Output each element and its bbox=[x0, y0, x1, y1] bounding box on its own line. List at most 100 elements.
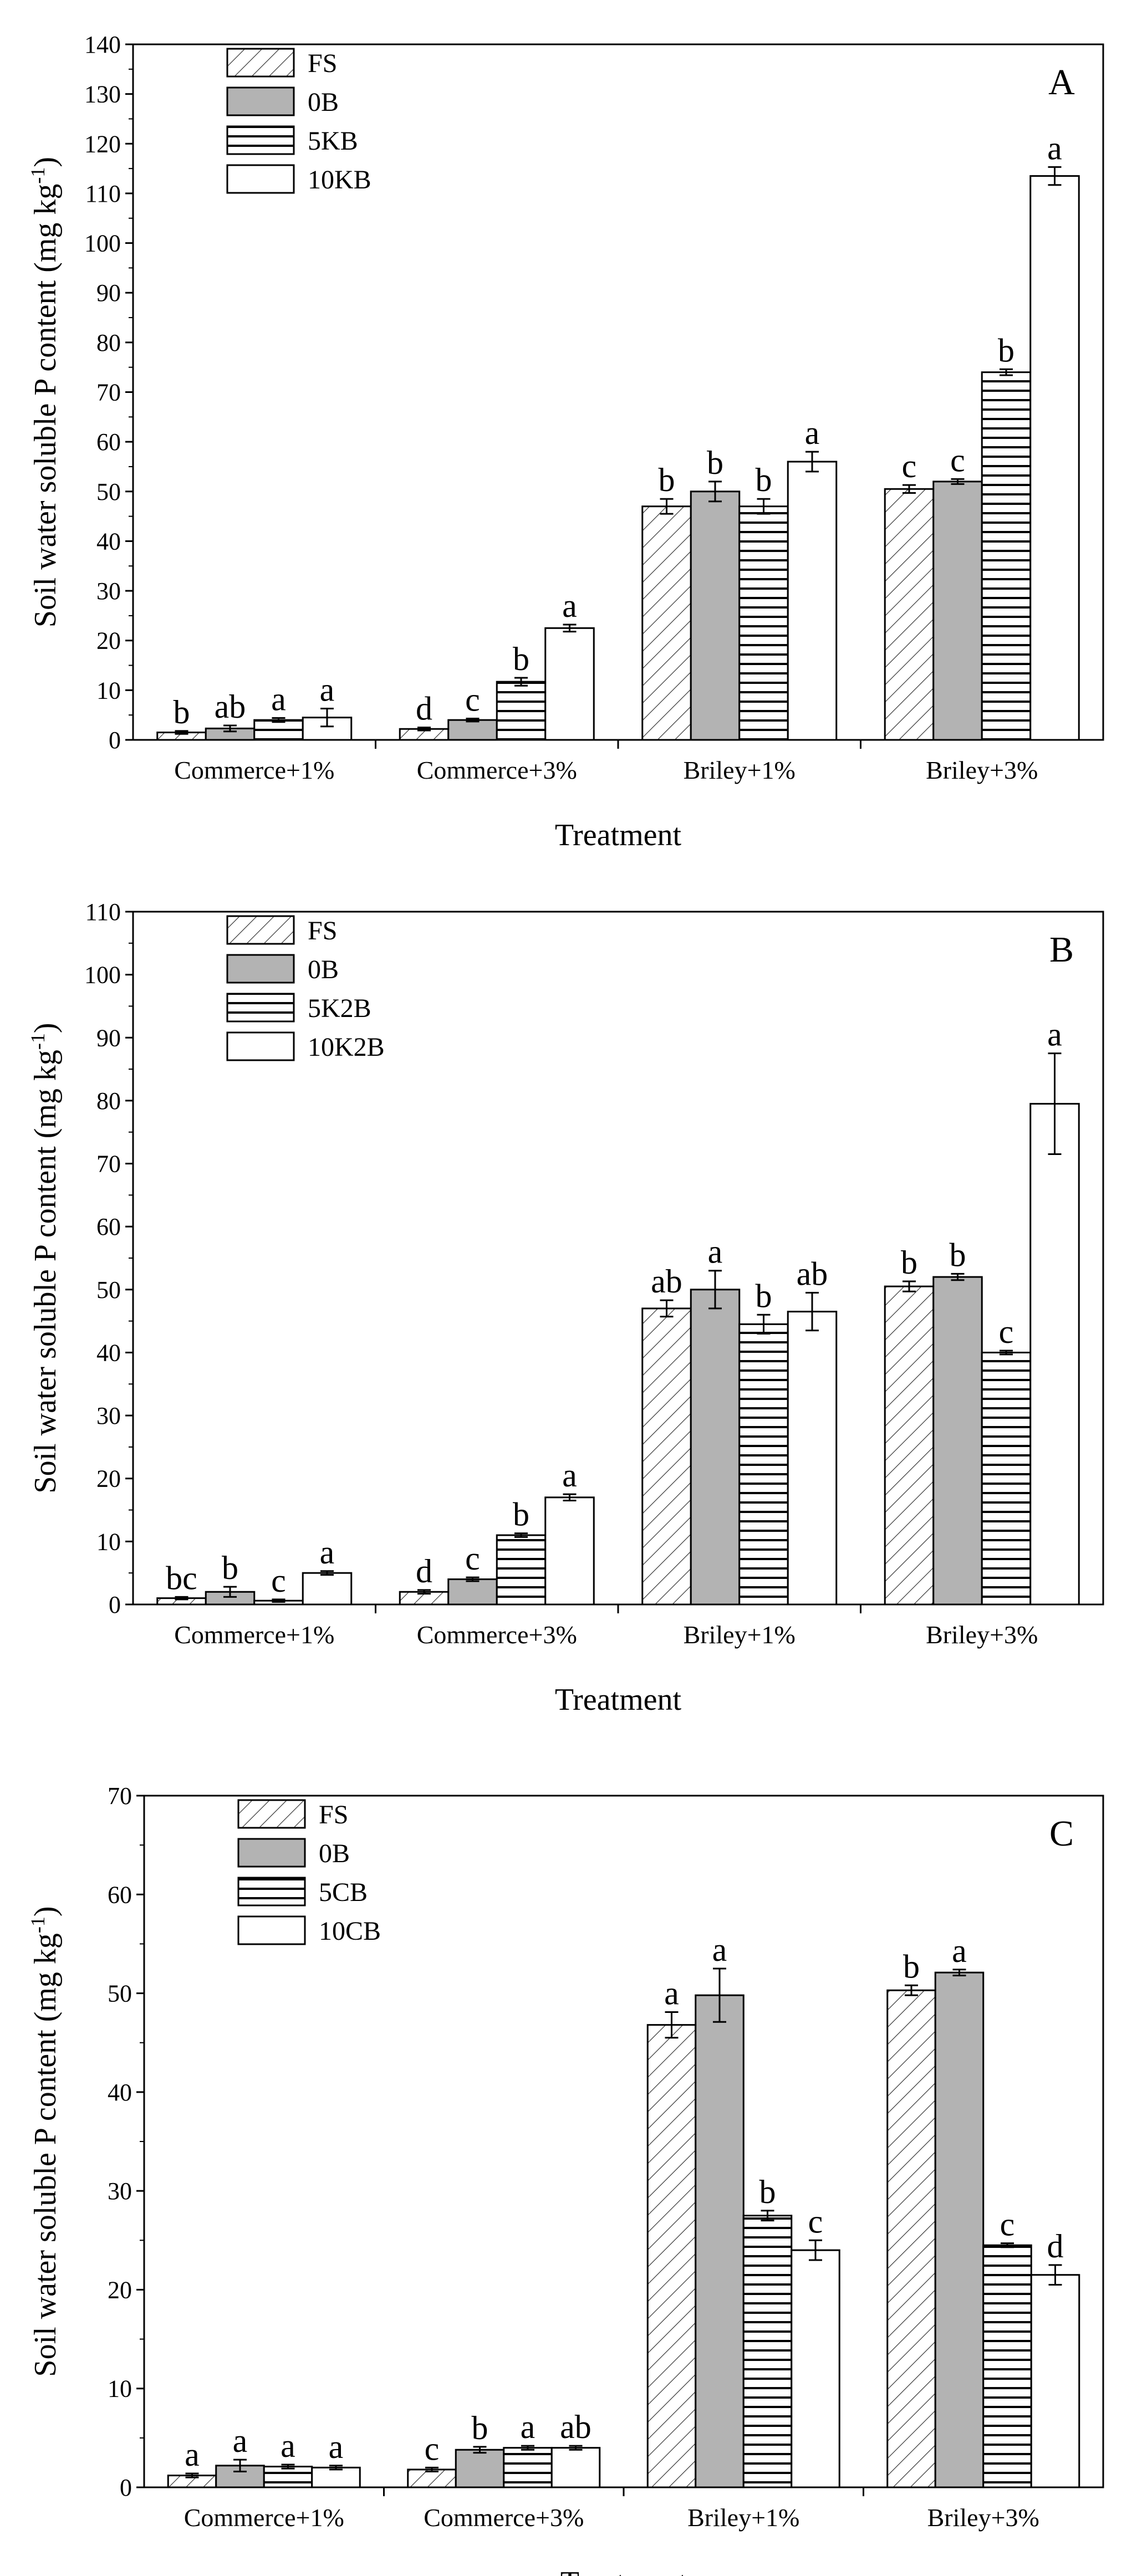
bar-0B-1 bbox=[447, 719, 498, 741]
significance-letter: a bbox=[664, 1975, 679, 2011]
significance-letter: b bbox=[513, 641, 529, 677]
legend-swatch-0B bbox=[226, 86, 295, 116]
bar-0B-1 bbox=[447, 1578, 498, 1606]
y-tick-label: 30 bbox=[96, 1402, 121, 1429]
y-tick-label: 140 bbox=[84, 31, 121, 58]
y-tick-label: 100 bbox=[84, 230, 121, 257]
y-tick-label: 0 bbox=[109, 727, 121, 754]
significance-letter: a bbox=[271, 681, 286, 718]
bar-10KB-1 bbox=[544, 627, 595, 741]
bar-5K2B-2 bbox=[738, 1323, 789, 1606]
bar-10CB-2 bbox=[791, 2249, 840, 2488]
bar-10K2B-2 bbox=[787, 1311, 838, 1606]
significance-letter: a bbox=[805, 415, 820, 451]
significance-letter: b bbox=[998, 332, 1014, 369]
legend-label: FS bbox=[308, 49, 337, 78]
significance-letter: ab bbox=[651, 1263, 682, 1300]
legend-label: 0B bbox=[319, 1839, 350, 1868]
significance-letter: a bbox=[521, 2409, 536, 2445]
legend-swatch-0B bbox=[226, 954, 295, 984]
legend-label: 0B bbox=[308, 88, 339, 117]
significance-letter: c bbox=[425, 2430, 440, 2467]
y-tick-label: 120 bbox=[84, 130, 121, 157]
x-tick-label: Commerce+3% bbox=[424, 2503, 584, 2532]
legend-swatch-FS bbox=[237, 1799, 306, 1829]
y-tick-label: 50 bbox=[96, 478, 121, 505]
significance-letter: b bbox=[222, 1550, 238, 1586]
bar-0B-2 bbox=[690, 1289, 741, 1606]
significance-letter: c bbox=[465, 681, 480, 718]
y-tick-label: 20 bbox=[96, 1465, 121, 1493]
x-tick-label: Commerce+1% bbox=[184, 2503, 344, 2532]
significance-letter: c bbox=[808, 2203, 823, 2240]
bar-FS-3 bbox=[884, 488, 935, 741]
significance-letter: a bbox=[329, 2429, 344, 2465]
bar-FS-3 bbox=[886, 1989, 936, 2488]
legend-label: 5K2B bbox=[308, 994, 371, 1023]
bar-10CB-0 bbox=[311, 2466, 361, 2488]
y-tick-label: 60 bbox=[96, 428, 121, 456]
significance-letter: b bbox=[513, 1496, 529, 1533]
x-axis-label: Treatment bbox=[560, 2565, 687, 2576]
legend-swatch-10KB bbox=[226, 164, 295, 194]
significance-letter: a bbox=[712, 1931, 727, 1968]
significance-letter: d bbox=[416, 691, 432, 727]
y-tick-label: 50 bbox=[96, 1276, 121, 1304]
y-tick-label: 20 bbox=[108, 2276, 132, 2303]
significance-letter: a bbox=[185, 2436, 200, 2473]
y-axis-label-superscript: -1 bbox=[27, 167, 49, 184]
x-tick-label: Briley+1% bbox=[684, 756, 796, 784]
bar-10KB-3 bbox=[1029, 175, 1080, 741]
significance-letter: c bbox=[271, 1562, 286, 1599]
x-tick-label: Briley+1% bbox=[684, 1621, 796, 1649]
y-axis-label-main: Soil water soluble P content (mg kg bbox=[28, 1933, 63, 2377]
y-axis-label-superscript: -1 bbox=[27, 1033, 49, 1050]
x-axis-label: Treatment bbox=[555, 818, 682, 852]
y-tick-label: 50 bbox=[108, 1980, 132, 2007]
significance-letter: c bbox=[465, 1540, 480, 1577]
legend-label: 10K2B bbox=[308, 1033, 385, 1062]
significance-letter: a bbox=[1047, 130, 1062, 166]
y-tick-label: 110 bbox=[85, 898, 121, 926]
bar-FS-3 bbox=[884, 1285, 935, 1606]
bar-10CB-1 bbox=[550, 2447, 601, 2488]
significance-letter: bc bbox=[166, 1560, 197, 1596]
x-tick-label: Commerce+1% bbox=[174, 756, 334, 784]
panel-label: A bbox=[1048, 62, 1075, 103]
y-axis-label: Soil water soluble P content (mg kg-1) bbox=[27, 1023, 63, 1493]
y-tick-label: 70 bbox=[96, 1151, 121, 1178]
y-tick-label: 40 bbox=[96, 528, 121, 555]
legend-label: 0B bbox=[308, 955, 339, 984]
significance-letter: b bbox=[472, 2410, 488, 2446]
bar-5K2B-3 bbox=[981, 1351, 1032, 1606]
legend-swatch-10K2B bbox=[226, 1031, 295, 1061]
legend-swatch-FS bbox=[226, 48, 295, 78]
x-axis-label: Treatment bbox=[555, 1683, 682, 1717]
significance-letter: d bbox=[1047, 2228, 1064, 2265]
legend-label: 5CB bbox=[319, 1878, 368, 1907]
significance-letter: b bbox=[174, 694, 190, 730]
y-axis-label: Soil water soluble P content (mg kg-1) bbox=[27, 157, 63, 627]
significance-letter: b bbox=[950, 1236, 966, 1273]
significance-letter: c bbox=[902, 448, 917, 484]
x-tick-label: Commerce+3% bbox=[417, 1621, 577, 1649]
y-tick-label: 40 bbox=[96, 1339, 121, 1366]
y-axis-label-main: Soil water soluble P content (mg kg bbox=[28, 1050, 63, 1494]
significance-letter: c bbox=[950, 442, 965, 478]
y-tick-label: 70 bbox=[108, 1782, 132, 1810]
y-axis-label-main: Soil water soluble P content (mg kg bbox=[28, 184, 63, 628]
legend-swatch-5KB bbox=[226, 125, 295, 155]
bar-10KB-2 bbox=[787, 461, 838, 741]
significance-letter: d bbox=[416, 1553, 432, 1589]
y-tick-label: 10 bbox=[96, 677, 121, 704]
bar-10K2B-3 bbox=[1029, 1103, 1080, 1606]
legend-label: 5KB bbox=[308, 126, 358, 156]
bar-5CB-0 bbox=[263, 2466, 313, 2488]
panel-a: b db cab cb cabbbaaaa01020304050607080901001… bbox=[27, 31, 1104, 852]
x-tick-label: Commerce+1% bbox=[174, 1621, 334, 1649]
legend-label: FS bbox=[319, 1800, 348, 1829]
legend-swatch-0B bbox=[237, 1838, 306, 1868]
